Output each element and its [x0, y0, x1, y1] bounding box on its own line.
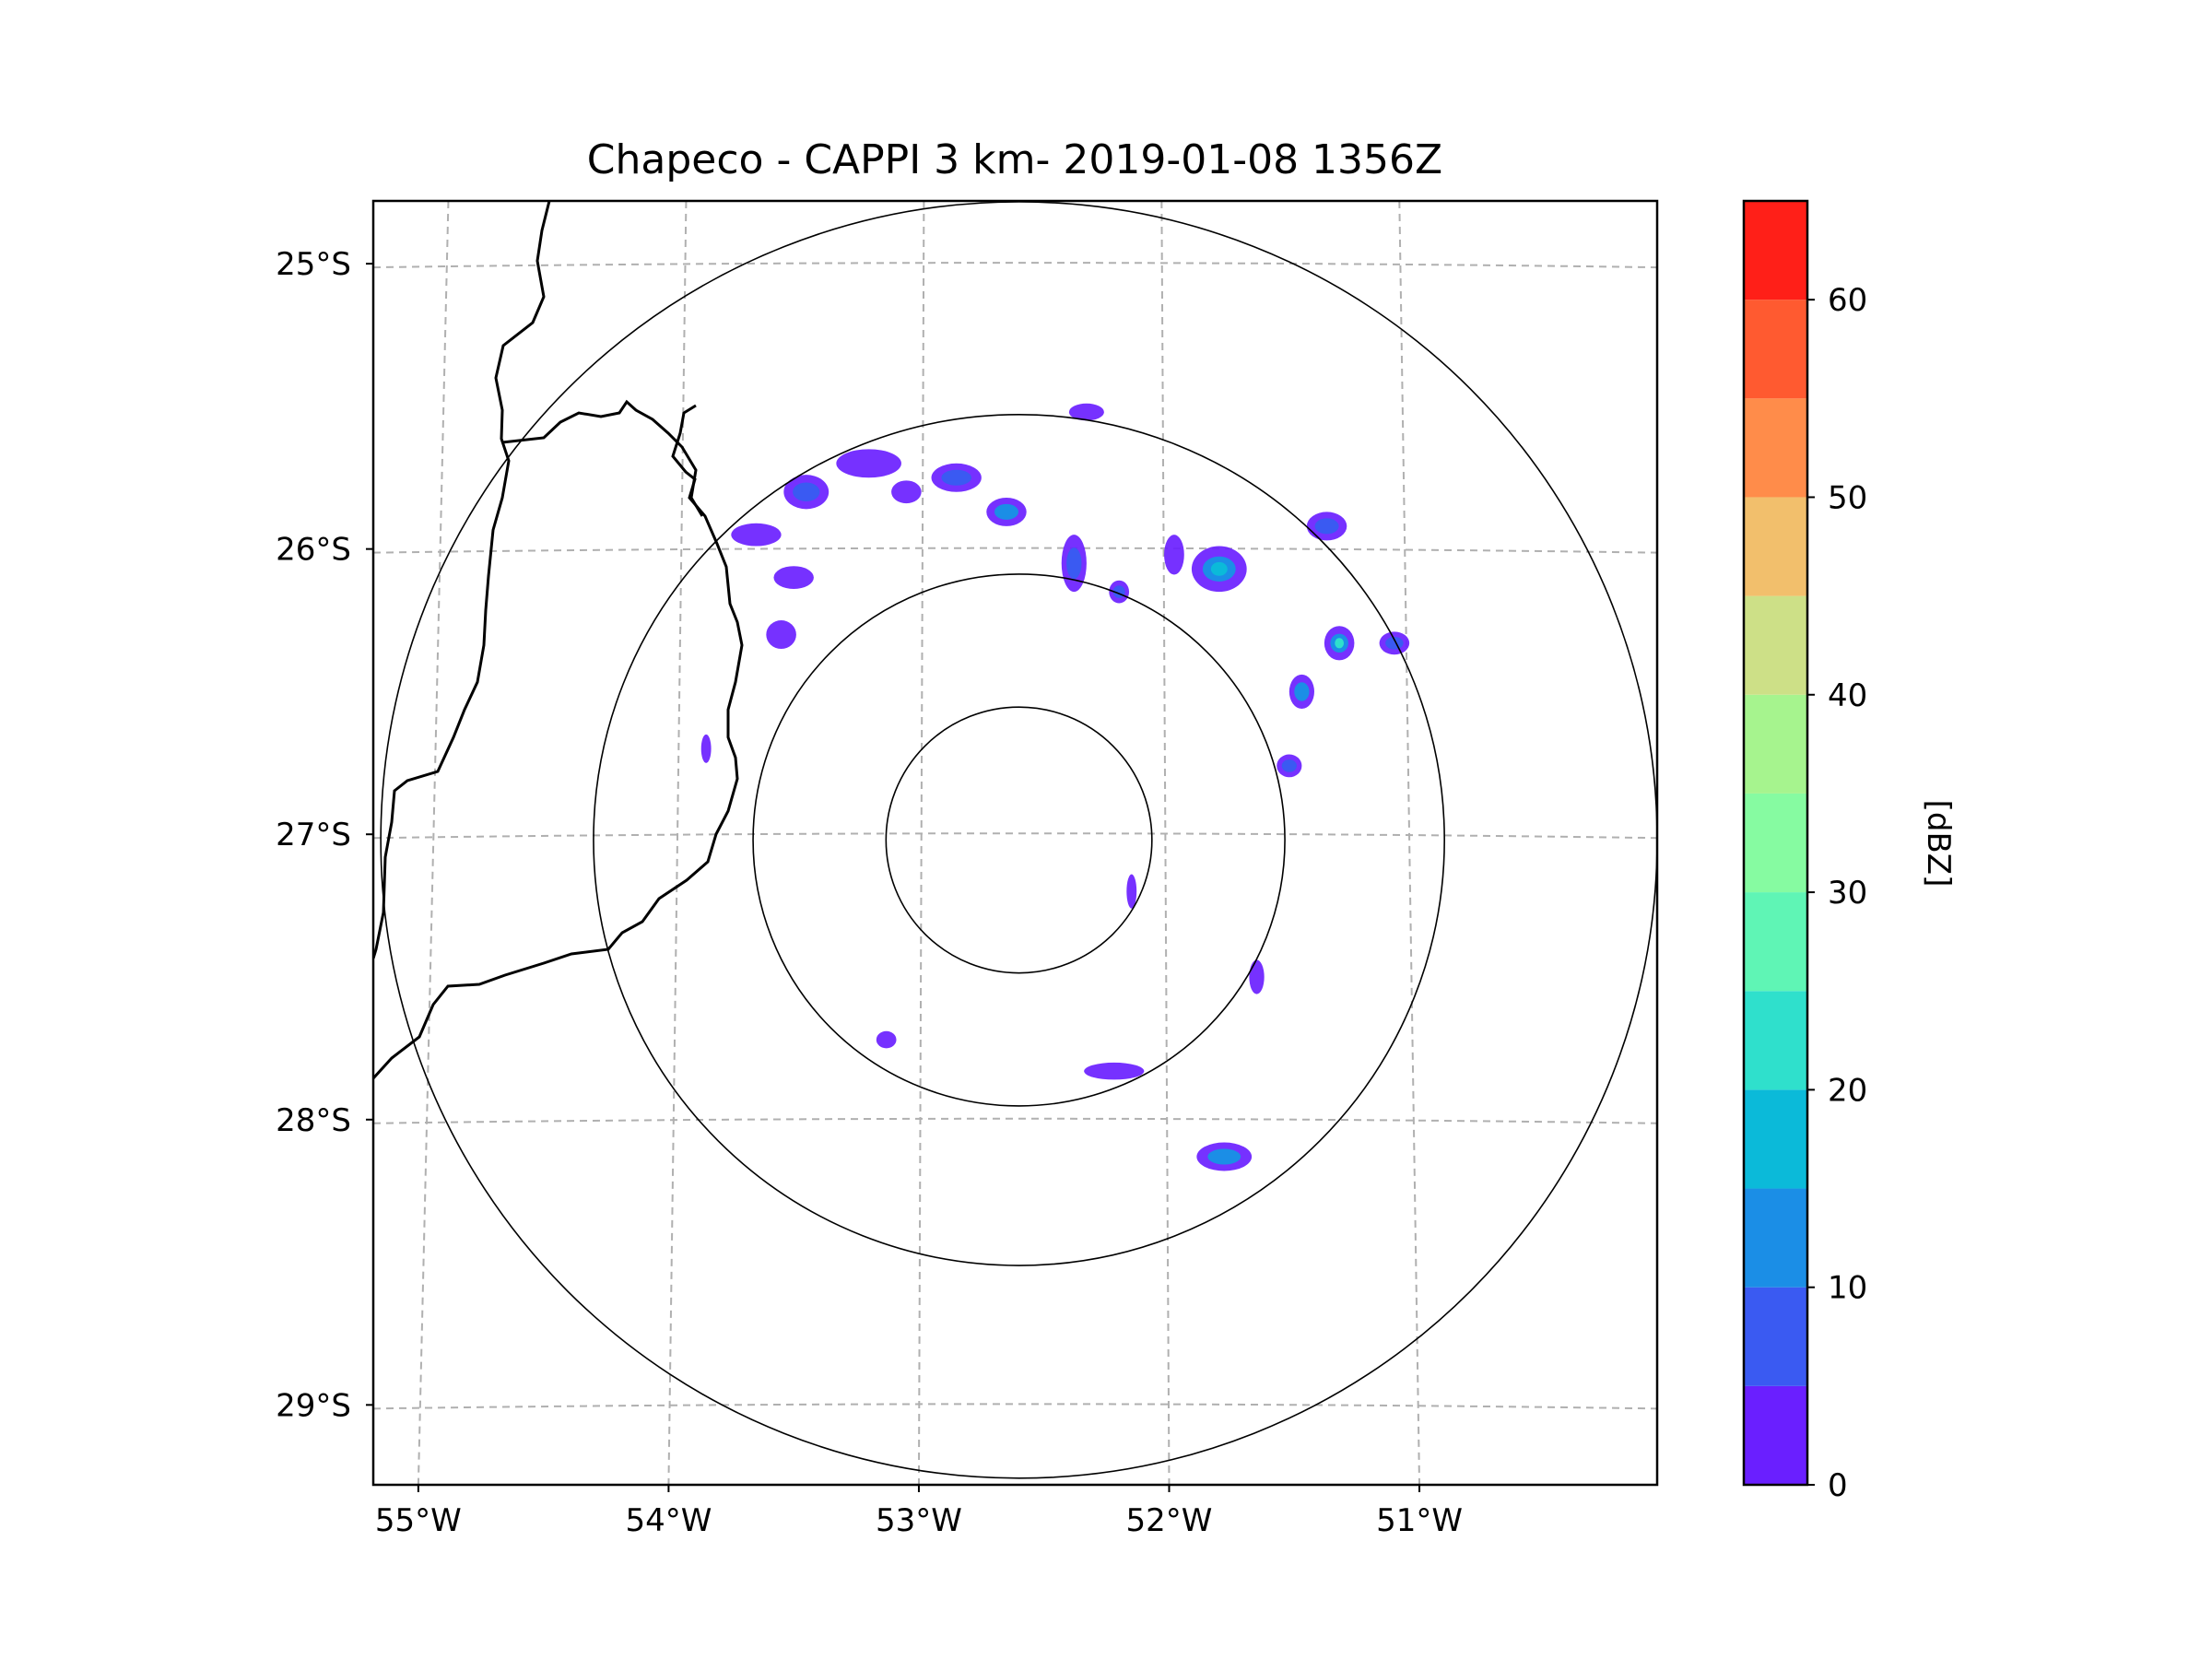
echo-core-13 [1314, 518, 1339, 535]
echo-cell-2 [731, 523, 782, 547]
echo-core-7 [994, 503, 1019, 520]
echo-peak-11 [1210, 561, 1228, 576]
colorbar-ticks: 0 10 20 30 40 50 60 [1807, 282, 1867, 1504]
colorbar-band-4 [1744, 991, 1807, 1090]
x-tick-label-0: 55°W [375, 1502, 462, 1539]
x-tick-label-4: 51°W [1376, 1502, 1463, 1539]
colorbar-frame [1742, 199, 1809, 1487]
y-tick-label-4: 29°S [276, 1387, 351, 1424]
radar-echoes [700, 403, 1410, 1171]
echo-cell-23 [1249, 959, 1265, 994]
chart-title: Chapeco - CAPPI 3 km- 2019-01-08 1356Z [587, 136, 1442, 183]
range-ring-2 [593, 413, 1445, 1266]
colorbar: 0 10 20 30 40 50 60 [dBZ] [1742, 199, 1957, 1504]
y-tick-label-1: 26°S [276, 532, 351, 569]
colorbar-band-6 [1744, 793, 1807, 893]
colorbar-tick-label-0: 0 [1828, 1467, 1848, 1504]
echo-cell-4 [766, 620, 796, 650]
colorbar-band-8 [1744, 595, 1807, 695]
colorbar-tick-label-6: 60 [1828, 282, 1867, 319]
x-tick-label-2: 53°W [876, 1502, 962, 1539]
colorbar-tick-label-4: 40 [1828, 677, 1867, 714]
echo-core-17 [1281, 759, 1297, 772]
echo-cell-5 [891, 480, 922, 504]
border-line-north [501, 399, 704, 517]
echo-cell-21 [700, 734, 712, 763]
echo-core-16 [1385, 637, 1404, 650]
echo-core-15 [1294, 682, 1310, 701]
colorbar-band-11 [1744, 300, 1807, 399]
echo-peak-14 [1335, 638, 1345, 649]
x-tick-label-1: 54°W [625, 1502, 712, 1539]
plot-background [373, 201, 1657, 1485]
colorbar-band-7 [1744, 694, 1807, 794]
colorbar-tick-label-3: 30 [1828, 875, 1867, 912]
echo-core-6 [941, 469, 971, 486]
colorbar-band-12 [1744, 201, 1807, 300]
colorbar-tick-label-2: 20 [1828, 1072, 1867, 1109]
echo-cell-22 [1126, 874, 1137, 909]
echo-cell-20 [876, 1030, 897, 1049]
colorbar-band-3 [1744, 1089, 1807, 1189]
y-tick-label-2: 27°S [276, 817, 351, 853]
colorbar-band-0 [1744, 1385, 1807, 1485]
range-ring-0 [885, 706, 1153, 974]
colorbar-tick-label-5: 50 [1828, 479, 1867, 516]
border-line-west [373, 201, 551, 959]
colorbar-bands [1744, 201, 1807, 1485]
colorbar-band-9 [1744, 497, 1807, 596]
echo-cell-0 [836, 449, 901, 478]
plot-area [373, 201, 1657, 1485]
echo-cell-10 [1068, 403, 1104, 421]
colorbar-band-1 [1744, 1287, 1807, 1386]
plot-frame [371, 199, 1659, 1487]
range-ring-1 [752, 573, 1286, 1107]
y-tick-label-0: 25°S [276, 246, 351, 283]
echo-core-1 [793, 482, 820, 501]
y-axis-ticks: 25°S 26°S 27°S 28°S 29°S [276, 246, 373, 1424]
colorbar-label: [dBZ] [1920, 800, 1957, 888]
echo-cell-19 [1084, 1062, 1145, 1080]
echo-core-8 [1066, 547, 1082, 580]
colorbar-band-10 [1744, 398, 1807, 498]
echo-cell-3 [773, 566, 814, 589]
echo-cell-12 [1164, 535, 1184, 575]
colorbar-tick-label-1: 10 [1828, 1270, 1867, 1307]
colorbar-band-2 [1744, 1188, 1807, 1288]
colorbar-band-5 [1744, 892, 1807, 992]
echo-core-18 [1207, 1148, 1241, 1165]
x-tick-label-3: 52°W [1126, 1502, 1213, 1539]
y-tick-label-3: 28°S [276, 1102, 351, 1139]
x-axis-ticks: 55°W 54°W 53°W 52°W 51°W [375, 1485, 1463, 1539]
